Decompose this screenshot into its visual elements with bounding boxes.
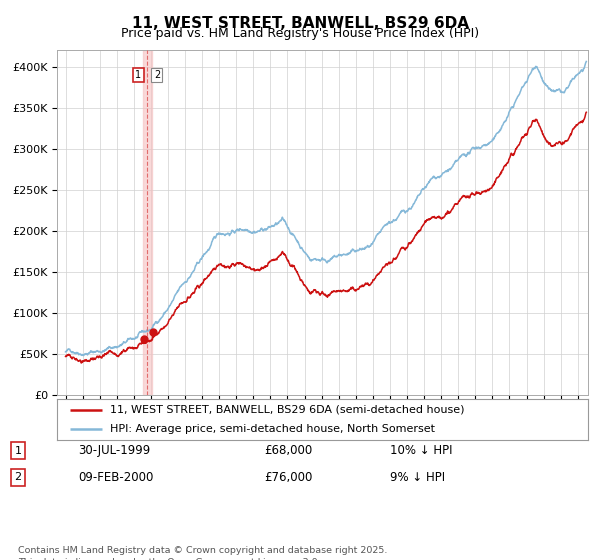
Text: 10% ↓ HPI: 10% ↓ HPI [390,444,452,458]
Text: 2: 2 [154,70,160,80]
Text: 1: 1 [135,70,141,80]
Text: £76,000: £76,000 [264,470,313,484]
Text: Contains HM Land Registry data © Crown copyright and database right 2025.
This d: Contains HM Land Registry data © Crown c… [18,546,388,560]
Text: 11, WEST STREET, BANWELL, BS29 6DA (semi-detached house): 11, WEST STREET, BANWELL, BS29 6DA (semi… [110,405,464,415]
Text: 11, WEST STREET, BANWELL, BS29 6DA: 11, WEST STREET, BANWELL, BS29 6DA [131,16,469,31]
Text: £68,000: £68,000 [264,444,312,458]
Text: 9% ↓ HPI: 9% ↓ HPI [390,470,445,484]
Text: Price paid vs. HM Land Registry's House Price Index (HPI): Price paid vs. HM Land Registry's House … [121,27,479,40]
Bar [143,50,152,395]
Text: 1: 1 [14,446,22,456]
Text: 30-JUL-1999: 30-JUL-1999 [78,444,150,458]
Text: 09-FEB-2000: 09-FEB-2000 [78,470,154,484]
Text: 2: 2 [14,472,22,482]
Text: HPI: Average price, semi-detached house, North Somerset: HPI: Average price, semi-detached house,… [110,423,435,433]
